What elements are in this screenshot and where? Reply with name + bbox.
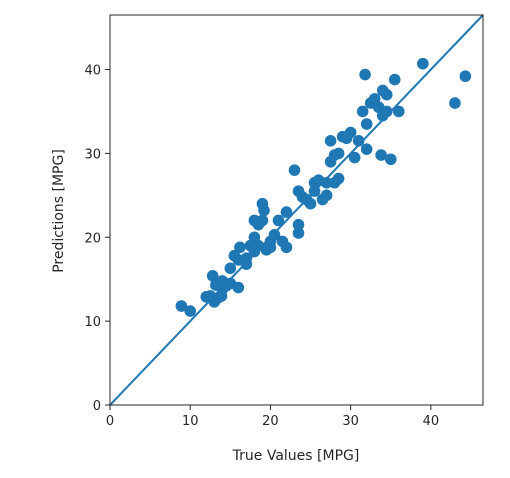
reference-line [109,14,484,406]
y-tick-label: 40 [84,64,101,79]
data-point [375,149,387,161]
data-point [308,185,321,197]
x-tick-label: 20 [262,414,279,429]
data-point [268,228,281,241]
data-point [232,281,245,294]
data-point [459,70,472,83]
data-point [332,147,345,160]
axes: 0 10 20 30 40 0 10 20 30 40 [84,14,484,429]
x-tick-label: 40 [423,414,440,429]
data-point [320,176,333,189]
data-point [224,262,237,275]
data-point [280,206,293,218]
data-point [292,227,305,239]
y-tick-label: 10 [84,315,101,330]
reference-line-layer [109,14,484,406]
y-tick-label: 0 [93,399,101,414]
y-axis-title: Predictions [MPG] [51,149,67,273]
data-point [449,97,461,109]
data-point [206,270,219,282]
data-point [175,300,188,312]
data-point [280,241,293,254]
data-point [380,105,393,118]
data-point [392,105,405,118]
data-point [388,73,401,86]
plot-frame [109,14,484,406]
x-tick-label: 0 [106,414,114,429]
data-point [272,214,285,227]
data-point [356,105,369,118]
data-point [380,88,393,101]
data-point [324,135,337,147]
data-point [352,135,365,147]
data-point [256,214,269,227]
x-axis-title: True Values [MPG] [232,448,360,464]
data-point [292,218,305,231]
data-point [258,204,270,217]
data-point [264,241,277,254]
y-tick-label: 30 [84,147,101,162]
data-point [240,258,253,270]
data-points [175,57,472,317]
data-point [417,57,429,70]
data-point [288,164,301,176]
data-point [320,189,333,202]
data-point [359,68,371,81]
data-point [234,241,246,254]
x-tick-label: 10 [182,414,199,429]
data-point [184,305,197,317]
x-tick-label: 30 [342,414,359,429]
y-tick-label: 20 [84,231,101,246]
data-point [360,118,373,130]
data-point [384,153,397,166]
data-point [304,197,317,210]
data-point [360,143,373,155]
data-point [344,126,357,139]
data-point [332,172,345,185]
data-point [348,151,361,164]
